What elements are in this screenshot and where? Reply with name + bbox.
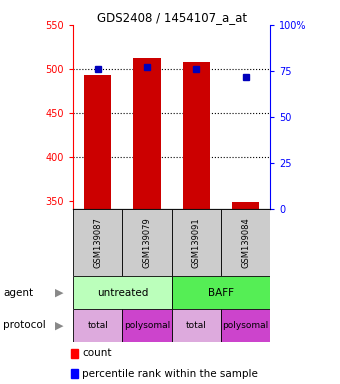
Bar bbox=[73, 309, 122, 342]
Text: total: total bbox=[87, 321, 108, 330]
Text: untreated: untreated bbox=[97, 288, 148, 298]
Text: agent: agent bbox=[3, 288, 34, 298]
Text: ▶: ▶ bbox=[55, 288, 64, 298]
Bar bbox=[232, 202, 259, 209]
Bar bbox=[122, 209, 172, 276]
Text: BAFF: BAFF bbox=[208, 288, 234, 298]
Text: polysomal: polysomal bbox=[222, 321, 269, 330]
Bar bbox=[84, 75, 111, 209]
Text: total: total bbox=[186, 321, 207, 330]
Bar bbox=[221, 309, 270, 342]
Text: GSM139079: GSM139079 bbox=[142, 217, 152, 268]
Bar bbox=[172, 276, 270, 309]
Bar bbox=[183, 62, 210, 209]
Bar bbox=[73, 276, 172, 309]
Bar bbox=[122, 309, 172, 342]
Bar bbox=[172, 209, 221, 276]
Bar bbox=[71, 369, 78, 378]
Text: polysomal: polysomal bbox=[124, 321, 170, 330]
Title: GDS2408 / 1454107_a_at: GDS2408 / 1454107_a_at bbox=[97, 11, 247, 24]
Text: ▶: ▶ bbox=[55, 320, 64, 331]
Text: percentile rank within the sample: percentile rank within the sample bbox=[82, 369, 258, 379]
Text: protocol: protocol bbox=[3, 320, 46, 331]
Text: GSM139091: GSM139091 bbox=[192, 218, 201, 268]
Text: GSM139084: GSM139084 bbox=[241, 217, 250, 268]
Bar bbox=[172, 309, 221, 342]
Bar bbox=[71, 349, 78, 358]
Bar bbox=[134, 58, 160, 209]
Text: count: count bbox=[82, 349, 112, 359]
Bar bbox=[73, 209, 122, 276]
Text: GSM139087: GSM139087 bbox=[93, 217, 102, 268]
Bar bbox=[221, 209, 270, 276]
